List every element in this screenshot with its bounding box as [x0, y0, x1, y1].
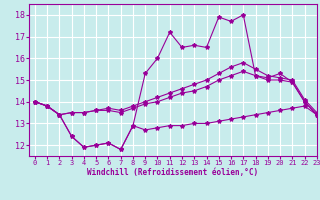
X-axis label: Windchill (Refroidissement éolien,°C): Windchill (Refroidissement éolien,°C): [87, 168, 258, 177]
